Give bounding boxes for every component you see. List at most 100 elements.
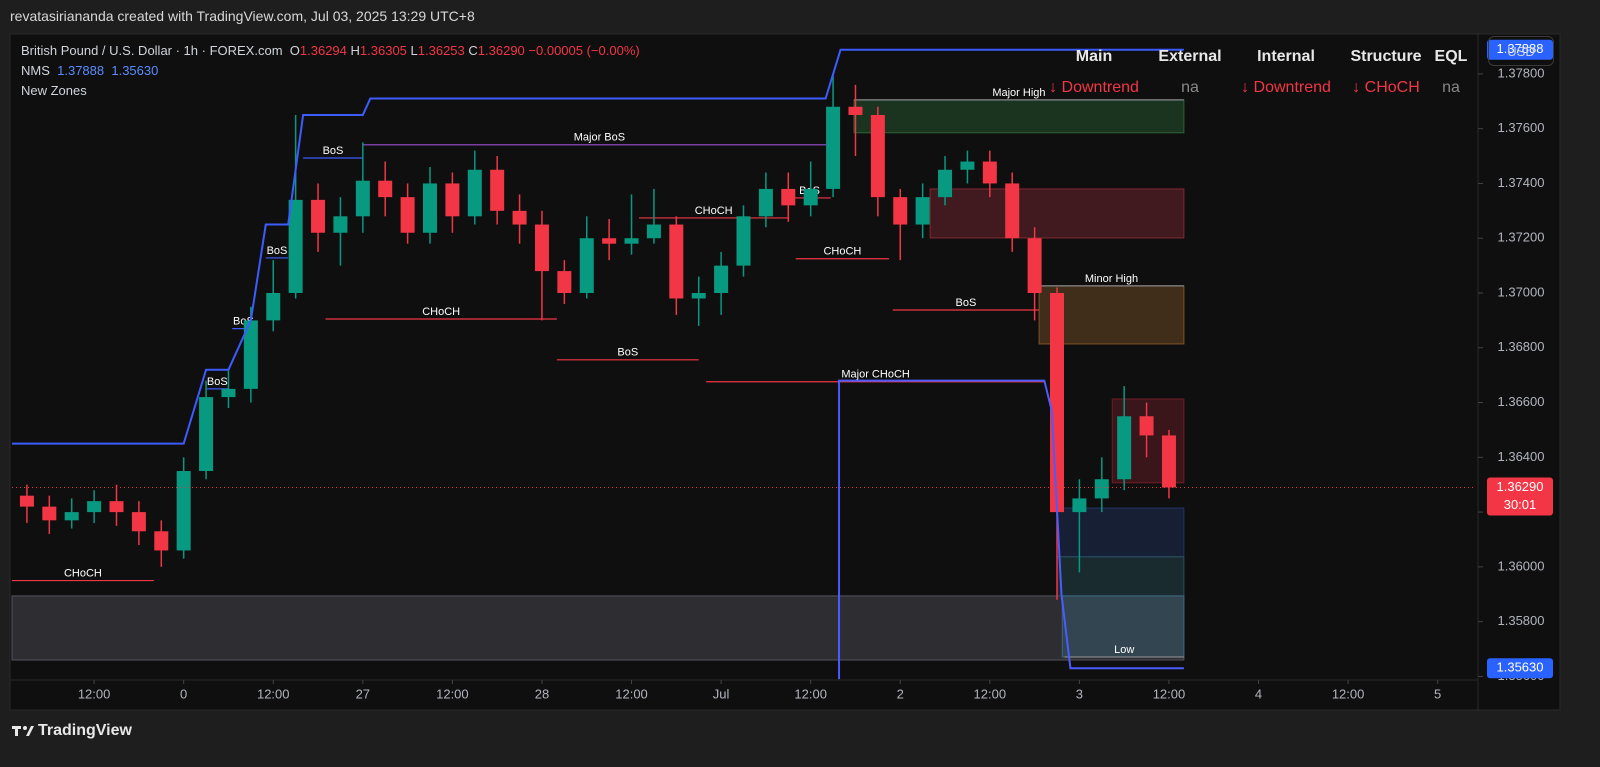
nms-line — [838, 379, 1184, 680]
table-header: Main — [1075, 48, 1113, 65]
table-value: ↓ CHoCH — [1352, 79, 1420, 96]
candle-body — [467, 169, 482, 217]
candle-body — [19, 495, 34, 507]
ohlc-key: L — [410, 43, 418, 58]
price-tag-label: 1.36290 — [1497, 479, 1544, 494]
price-tag — [1487, 477, 1553, 516]
indicator-value: 1.35630 — [111, 63, 159, 78]
candle-body — [758, 188, 773, 217]
ohlc-value: 1.36305 — [359, 43, 407, 58]
candle-body — [109, 501, 124, 513]
indicator-value: 1.37888 — [57, 63, 105, 78]
candle-body — [1117, 416, 1132, 480]
legend: British Pound / U.S. Dollar · 1h · FOREX… — [21, 41, 640, 101]
candle-body — [266, 293, 281, 321]
y-tick-label: 1.35800 — [1498, 613, 1545, 628]
x-tick-label: 12:00 — [794, 686, 827, 701]
candle-body — [423, 183, 437, 233]
indicator-name: NMS — [21, 63, 50, 78]
candle-body — [131, 512, 146, 532]
structure-label: BoS — [956, 297, 977, 309]
y-tick-label: 1.36600 — [1498, 394, 1545, 409]
candle-body — [445, 183, 460, 217]
candle-body — [1161, 435, 1176, 488]
candle-body — [64, 512, 79, 521]
structure-label: CHoCH — [422, 306, 460, 318]
candle-body — [624, 238, 639, 244]
x-tick-label: Jul — [713, 686, 730, 701]
change: −0.00005 (−0.00%) — [528, 43, 640, 58]
symbol-row: British Pound / U.S. Dollar · 1h · FOREX… — [21, 41, 640, 61]
zones-row: New Zones — [21, 81, 640, 101]
x-tick-label: 28 — [535, 686, 549, 701]
structure-label: BoS — [323, 145, 344, 157]
candle-body — [355, 180, 370, 217]
x-tick-label: 4 — [1255, 686, 1262, 701]
candle-body — [1005, 183, 1020, 239]
x-tick-label: 12:00 — [257, 686, 290, 701]
ohlc-key: H — [350, 43, 360, 58]
logo — [12, 726, 34, 736]
top-bar: revatasiriananda created with TradingVie… — [0, 0, 1600, 33]
candle-body — [915, 197, 930, 225]
candle-body — [243, 320, 258, 389]
candle-body — [221, 388, 236, 398]
candle-body — [400, 197, 415, 233]
x-tick-label: 0 — [180, 686, 187, 701]
candle-body — [714, 265, 729, 293]
table-header: External — [1158, 48, 1222, 65]
x-tick-label: 3 — [1076, 686, 1083, 701]
y-tick-label: 1.37400 — [1498, 175, 1545, 190]
structure-label: CHoCH — [823, 246, 861, 258]
indicator-row: NMS 1.37888 1.35630 — [21, 61, 640, 81]
y-tick-label: 1.36400 — [1498, 449, 1545, 464]
y-tick-label: 1.37200 — [1498, 230, 1545, 245]
ohlc-value: 1.36290 — [477, 43, 525, 58]
candle-body — [199, 397, 214, 472]
candle-body — [602, 238, 617, 244]
candle-body — [960, 161, 975, 170]
candle-body — [893, 197, 908, 225]
zone — [1056, 507, 1185, 558]
ohlc-value: 1.36253 — [417, 43, 465, 58]
candle-body — [646, 224, 661, 239]
ohlc-key: C — [468, 43, 478, 58]
table-header: EQL — [1434, 48, 1468, 65]
candle-body — [378, 180, 393, 198]
symbol: British Pound / U.S. Dollar · 1h · FOREX… — [21, 43, 283, 58]
structure-label: Minor High — [1085, 273, 1138, 285]
candle-body — [848, 106, 863, 115]
y-tick-label: 1.36000 — [1498, 558, 1545, 573]
ohlc-key: O — [289, 43, 300, 58]
x-tick-label: 2 — [897, 686, 904, 701]
structure-label: Major High — [992, 87, 1045, 99]
y-tick-label: 1.37600 — [1498, 120, 1545, 135]
candle-body — [826, 106, 841, 189]
chart-panel — [9, 33, 1561, 711]
ohlc: O1.36294 H1.36305 L1.36253 C1.36290 — [290, 43, 529, 58]
price-tag — [1487, 39, 1553, 60]
price-tag — [1487, 658, 1553, 679]
candle-body — [512, 210, 527, 225]
candle-body — [982, 161, 997, 184]
x-tick-label: 12:00 — [1332, 686, 1365, 701]
currency-button[interactable]: USD — [1488, 36, 1554, 66]
candle-body — [938, 169, 953, 198]
zone — [1056, 556, 1185, 597]
x-tick-label: 12:00 — [1153, 686, 1186, 701]
zone — [1061, 595, 1185, 658]
structure-label: Major BoS — [574, 132, 625, 144]
candle-body — [803, 188, 818, 206]
table-value: ↓ Downtrend — [1241, 79, 1331, 96]
x-tick-label: 5 — [1434, 686, 1441, 701]
x-tick-label: 12:00 — [974, 686, 1007, 701]
candle-body — [42, 506, 57, 521]
candle-body — [333, 216, 348, 233]
candle-body — [1072, 498, 1087, 513]
structure-label: BoS — [267, 245, 288, 257]
candle-body — [557, 271, 572, 293]
zones-name: New Zones — [21, 83, 87, 98]
